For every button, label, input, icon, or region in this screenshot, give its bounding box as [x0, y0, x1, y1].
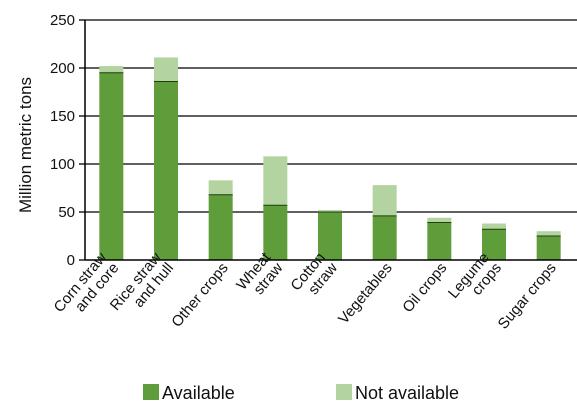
category-label-line: Other crops [168, 260, 231, 331]
legend-label: Available [162, 383, 235, 402]
bar-segment-available [372, 215, 397, 260]
bar-segment-available [427, 222, 452, 260]
category-label: Vegetables [335, 260, 396, 328]
category-label: Other crops [168, 260, 231, 331]
bar-segment-not-available [99, 66, 124, 73]
bar-segment-not-available [482, 223, 506, 230]
axes [84, 20, 577, 261]
y-tick-label: 100 [50, 156, 75, 173]
y-tick-label: 150 [50, 108, 75, 125]
bar-segment-available [536, 236, 561, 260]
bar-segment-not-available [372, 185, 397, 216]
category-label: Corn strawand core [50, 249, 122, 326]
bar-segment-not-available [536, 231, 561, 236]
bar-segment-not-available [263, 156, 288, 206]
y-tick-label: 50 [58, 204, 75, 221]
y-tick-label: 250 [50, 12, 75, 29]
legend-swatch-not-available [336, 384, 352, 400]
y-tick-labels: 0 50 100 150 200 250 [50, 12, 75, 269]
bars [99, 57, 561, 260]
category-label: Oil crops [399, 260, 450, 316]
bar-segment-available [208, 194, 233, 260]
legend-swatch-available [143, 384, 159, 400]
legend-label: Not available [355, 383, 459, 402]
y-tick-label: 0 [67, 252, 75, 269]
bar-segment-available [318, 212, 342, 260]
y-tick-label: 200 [50, 60, 75, 77]
bar-segment-available [482, 229, 506, 260]
category-label-line: Oil crops [399, 260, 450, 316]
bar-segment-available [99, 72, 124, 260]
y-axis-title: Million metric tons [16, 77, 35, 213]
legend: Available Not available [143, 383, 459, 402]
bar-segment-not-available [208, 180, 233, 195]
category-label-line: Vegetables [335, 260, 396, 328]
bar-segment-not-available [154, 57, 178, 82]
bar-segment-not-available [318, 210, 342, 212]
bar-segment-not-available [427, 217, 452, 223]
bar-segment-available [154, 81, 178, 260]
bar-segment-available [263, 205, 288, 260]
